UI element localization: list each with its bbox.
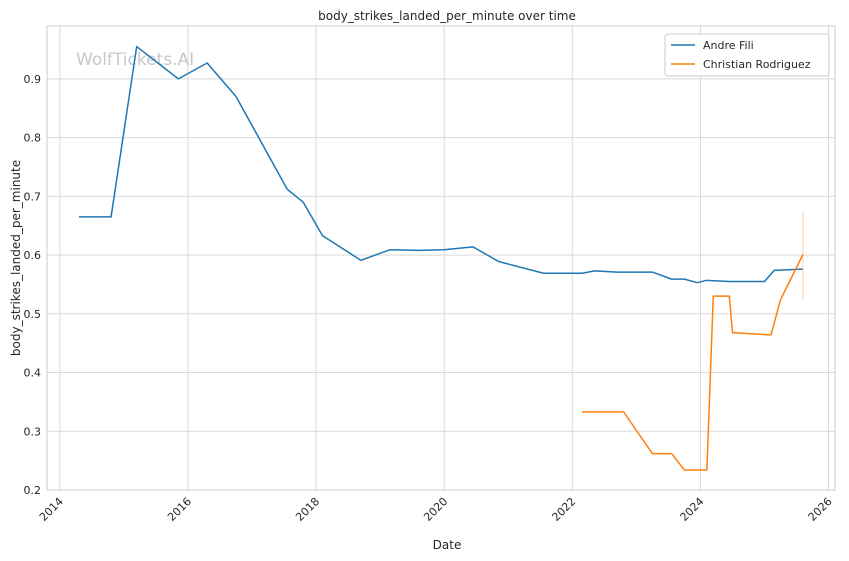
x-tick-label: 2024 [678,495,707,524]
legend-label: Andre Fili [703,39,754,52]
x-tick-label: 2016 [165,495,194,524]
x-axis-label: Date [433,538,462,552]
series-line-1 [581,254,804,471]
y-tick-label: 0.4 [24,367,42,380]
series-line-0 [79,45,804,284]
x-tick-label: 2018 [293,495,322,524]
y-tick-label: 0.7 [24,190,42,203]
y-tick-label: 0.2 [24,484,42,497]
x-tick-label: 2020 [421,495,450,524]
legend-label: Christian Rodriguez [703,58,811,71]
y-tick-label: 0.9 [24,73,42,86]
grid [47,26,835,490]
legend-frame [664,33,830,77]
chart-title: body_strikes_landed_per_minute over time [318,9,576,23]
y-tick-label: 0.6 [24,249,42,262]
plot-frame [46,25,836,491]
legend: Andre Fili Christian Rodriguez [664,33,830,77]
plot-area [47,26,835,490]
y-tick-label: 0.3 [24,425,42,438]
y-axis-label: body_strikes_landed_per_minute [9,160,23,356]
series-layer [79,45,804,471]
x-tick-label: 2026 [806,495,835,524]
x-tick-label: 2014 [37,495,66,524]
y-tick-label: 0.5 [24,308,42,321]
x-tick-label: 2022 [549,495,578,524]
y-tick-label: 0.8 [24,132,42,145]
